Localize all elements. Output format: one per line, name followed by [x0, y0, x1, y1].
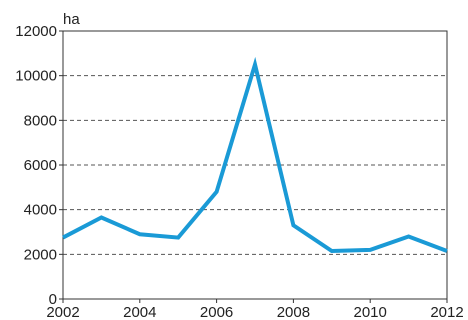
y-tick-labels: 0 2000 4000 6000 8000 10000 12000: [15, 23, 63, 308]
y-tick-label-4000: 4000: [24, 202, 57, 219]
y-tick-label-10000: 10000: [15, 68, 57, 85]
series-group: [62, 56, 448, 254]
y-tick-label-6000: 6000: [24, 157, 57, 174]
x-tick-label-2006: 2006: [200, 304, 233, 320]
y-tick-label-2000: 2000: [24, 246, 57, 263]
y-unit-label: ha: [63, 11, 80, 28]
y-tick-label-12000: 12000: [15, 23, 57, 40]
x-tick-label-2010: 2010: [354, 304, 387, 320]
series-line-0: [62, 56, 448, 254]
y-tick-label-8000: 8000: [24, 112, 57, 129]
x-tick-label-2008: 2008: [277, 304, 310, 320]
x-tick-label-2012: 2012: [430, 304, 463, 320]
y-tick-label-0: 0: [49, 291, 57, 308]
x-tick-label-2004: 2004: [123, 304, 156, 320]
plot-area-frame: [62, 30, 448, 300]
x-tick-label-2002: 2002: [46, 304, 79, 320]
grid-lines: [63, 75, 447, 255]
x-tick-labels: 2002 2004 2006 2008 2010 2012: [46, 299, 464, 320]
